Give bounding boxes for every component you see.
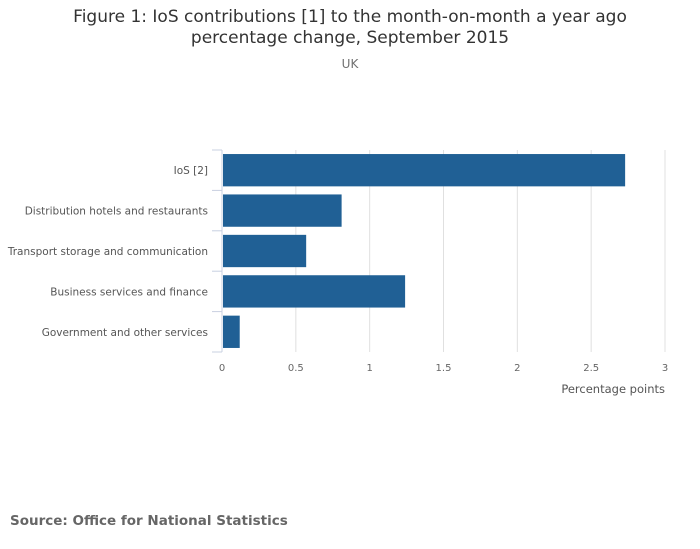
- bar: [223, 234, 307, 268]
- category-label: Distribution hotels and restaurants: [25, 206, 208, 218]
- x-tick-label: 3: [662, 363, 668, 374]
- chart-title-line-1: Figure 1: IoS contributions [1] to the m…: [73, 7, 627, 27]
- bar: [223, 315, 240, 348]
- category-label: Transport storage and communication: [7, 246, 208, 258]
- bar: [223, 154, 626, 187]
- x-tick-label: 0.5: [288, 363, 304, 374]
- category-label: Business services and finance: [50, 286, 208, 298]
- bar: [223, 194, 342, 227]
- x-tick-label: 1.5: [436, 363, 452, 374]
- category-label: IoS [2]: [174, 165, 208, 177]
- x-tick-label: 0: [219, 363, 225, 374]
- chart-title-line-2: percentage change, September 2015: [190, 28, 510, 48]
- x-tick-label: 2.5: [583, 363, 599, 374]
- x-tick-label: 1: [366, 363, 372, 374]
- bar: [223, 275, 406, 308]
- y-axis: [212, 149, 223, 353]
- x-tick-labels: 0 0.5 1 1.5 2 2.5 3: [219, 363, 668, 374]
- bars: [223, 154, 626, 348]
- x-tick-label: 2: [514, 363, 520, 374]
- chart-title: Figure 1: IoS contributions [1] to the m…: [0, 7, 700, 49]
- chart-subtitle: UK: [341, 57, 359, 71]
- category-label: Government and other services: [42, 327, 208, 339]
- source-note: Source: Office for National Statistics: [10, 513, 288, 529]
- x-axis-title: Percentage points: [561, 382, 665, 396]
- category-labels: IoS [2] Distribution hotels and restauran…: [7, 165, 208, 339]
